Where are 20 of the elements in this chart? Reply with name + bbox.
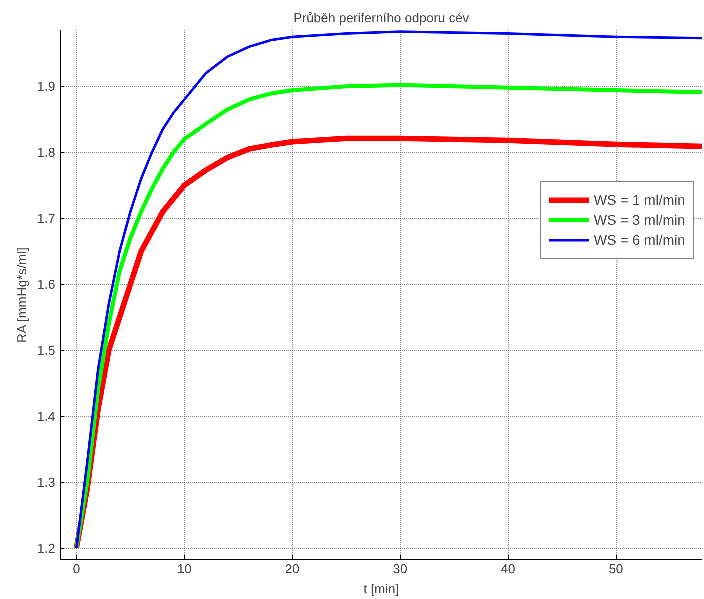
chart-title: Průběh periferního odporu cév	[294, 10, 470, 26]
legend-label: WS = 1 ml/min	[594, 192, 686, 208]
y-tick-label: 1.8	[37, 145, 56, 160]
y-tick-label: 1.4	[37, 408, 56, 424]
x-tick-label: 40	[501, 562, 516, 576]
y-tick-label: 1.3	[37, 474, 56, 490]
legend-label: WS = 6 ml/min	[594, 232, 686, 248]
y-tick-label: 1.7	[37, 210, 56, 226]
legend-label: WS = 3 ml/min	[594, 212, 686, 228]
x-tick-label: 30	[393, 562, 408, 576]
y-axis-title: RA [mmHg*s/ml]	[14, 248, 30, 344]
y-tick-label: 1.6	[37, 276, 56, 292]
x-tick-label: 20	[285, 562, 300, 576]
y-tick-label: 1.2	[37, 540, 56, 556]
x-axis-title: t [min]	[364, 582, 400, 596]
x-tick-label: 0	[73, 562, 80, 576]
y-tick-label: 1.9	[37, 79, 56, 94]
y-tick-label: 1.5	[37, 342, 56, 358]
x-tick-label: 10	[177, 562, 192, 576]
x-tick-label: 50	[608, 562, 624, 576]
